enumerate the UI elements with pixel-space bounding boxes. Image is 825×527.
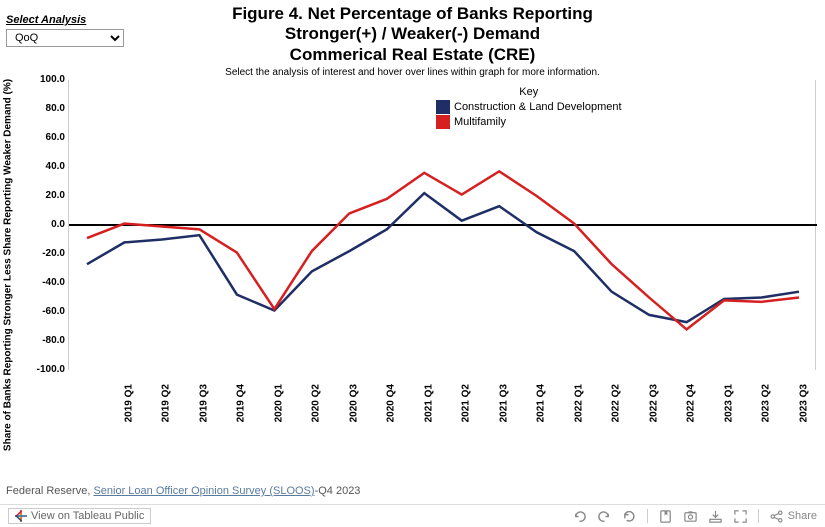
x-tick: 2022 Q1 <box>573 384 584 422</box>
bookmark-button[interactable] <box>658 509 673 524</box>
x-tick: 2022 Q4 <box>685 384 696 422</box>
x-tick: 2023 Q3 <box>798 384 809 422</box>
x-tick: 2019 Q4 <box>236 384 247 422</box>
x-tick: 2021 Q3 <box>498 384 509 422</box>
footer-toolbar: View on Tableau Public Share <box>0 504 825 527</box>
x-tick: 2023 Q1 <box>723 384 734 422</box>
plot-box[interactable]: 100.080.060.040.020.00.0-20.0-40.0-60.0-… <box>68 80 816 370</box>
analysis-select[interactable]: QoQ <box>6 29 124 47</box>
y-tick: -80.0 <box>31 335 65 346</box>
y-axis-label: Share of Banks Reporting Stronger Less S… <box>3 79 14 451</box>
share-button[interactable]: Share <box>769 509 817 524</box>
y-tick: -60.0 <box>31 306 65 317</box>
capture-button[interactable] <box>683 509 698 524</box>
series-line[interactable] <box>87 171 799 329</box>
x-tick: 2019 Q1 <box>123 384 134 422</box>
download-button[interactable] <box>708 509 723 524</box>
y-tick: -100.0 <box>31 364 65 375</box>
fullscreen-button[interactable] <box>733 509 748 524</box>
y-tick: -20.0 <box>31 248 65 259</box>
chart-subtitle: Select the analysis of interest and hove… <box>0 67 825 78</box>
x-tick: 2021 Q2 <box>461 384 472 422</box>
x-tick: 2019 Q3 <box>198 384 209 422</box>
y-tick: 40.0 <box>31 161 65 172</box>
x-tick: 2020 Q1 <box>273 384 284 422</box>
x-tick: 2021 Q4 <box>536 384 547 422</box>
redo-button[interactable] <box>597 509 612 524</box>
y-tick: 20.0 <box>31 190 65 201</box>
y-tick: 100.0 <box>31 74 65 85</box>
tableau-icon <box>15 510 27 522</box>
y-tick: 0.0 <box>31 219 65 230</box>
source-citation: Federal Reserve, Senior Loan Officer Opi… <box>6 485 360 497</box>
x-tick: 2022 Q2 <box>611 384 622 422</box>
reset-button[interactable] <box>622 509 637 524</box>
y-tick: 80.0 <box>31 103 65 114</box>
x-tick: 2022 Q3 <box>648 384 659 422</box>
x-tick: 2020 Q4 <box>386 384 397 422</box>
undo-button[interactable] <box>572 509 587 524</box>
chart-title-line3: Commerical Real Estate (CRE) <box>0 45 825 65</box>
source-link[interactable]: Senior Loan Officer Opinion Survey (SLOO… <box>93 485 314 497</box>
x-tick: 2021 Q1 <box>423 384 434 422</box>
y-tick: -40.0 <box>31 277 65 288</box>
x-tick: 2020 Q2 <box>311 384 322 422</box>
x-tick: 2023 Q2 <box>760 384 771 422</box>
y-tick: 60.0 <box>31 132 65 143</box>
chart-area: Share of Banks Reporting Stronger Less S… <box>26 80 816 450</box>
view-on-tableau-button[interactable]: View on Tableau Public <box>8 508 151 524</box>
series-line[interactable] <box>87 193 799 322</box>
x-tick: 2019 Q2 <box>161 384 172 422</box>
analysis-selector-label: Select Analysis <box>6 14 124 26</box>
x-tick: 2020 Q3 <box>348 384 359 422</box>
